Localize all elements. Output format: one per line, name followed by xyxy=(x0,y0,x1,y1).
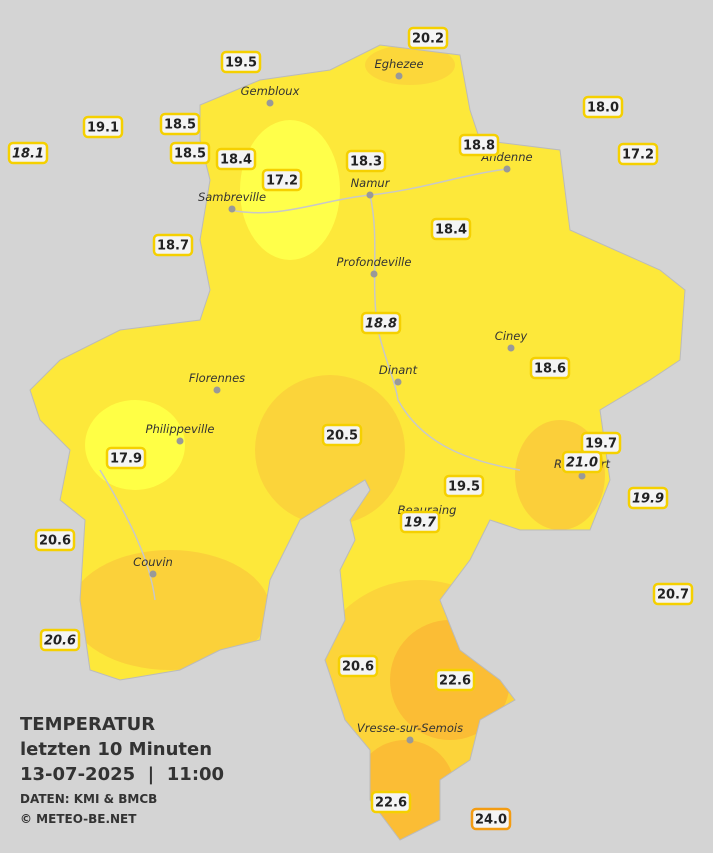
stations: 20.2 19.5 19.1 18.5 18.1 18.5 18.4 17.2 18.3 18.8… xyxy=(7,26,694,831)
station-box xyxy=(430,217,472,241)
station-value: 20.5 xyxy=(326,429,358,444)
station-box xyxy=(321,423,363,447)
city-dot xyxy=(503,165,511,173)
station-value: 18.0 xyxy=(587,101,619,116)
station-value: 24.0 xyxy=(475,813,507,828)
station-box xyxy=(152,233,194,257)
city-label: Dinant xyxy=(379,363,418,377)
city-dot xyxy=(507,344,515,352)
station-value: 17.9 xyxy=(110,452,142,467)
city-label: Philippeville xyxy=(146,422,215,436)
station-value: 19.5 xyxy=(225,56,257,71)
city-label: Vresse-sur-Semois xyxy=(357,721,463,735)
station-value: 21.0 xyxy=(566,456,598,471)
station-box xyxy=(370,790,412,814)
city-label: Ciney xyxy=(495,329,528,343)
station-value: 20.6 xyxy=(39,534,71,549)
station-box xyxy=(215,147,257,171)
station-value: 19.5 xyxy=(448,480,480,495)
station-box xyxy=(407,26,449,50)
station-value: 18.5 xyxy=(174,147,206,162)
station-box xyxy=(261,168,303,192)
station-value: 22.6 xyxy=(439,674,471,689)
station-box xyxy=(582,95,624,119)
station-box xyxy=(458,133,500,157)
station-box xyxy=(434,668,476,692)
station-value: 18.8 xyxy=(365,317,397,332)
city-dot xyxy=(395,72,403,80)
station-value: 18.1 xyxy=(12,147,44,162)
city-dot xyxy=(213,386,221,394)
city-dot xyxy=(176,437,184,445)
legend-datetime: 13-07-2025 | 11:00 xyxy=(20,764,224,785)
station-box xyxy=(529,356,571,380)
station-box xyxy=(39,628,81,652)
legend-period: letzten 10 Minuten xyxy=(20,739,212,760)
station-box xyxy=(337,654,379,678)
legend-source: DATEN: KMI & BMCB xyxy=(20,792,157,806)
city-label: Florennes xyxy=(189,371,245,385)
city-dot xyxy=(366,191,374,199)
city-label: Sambreville xyxy=(198,190,266,204)
station-value: 19.9 xyxy=(632,492,664,507)
city-dot xyxy=(578,472,586,480)
station-value: 18.4 xyxy=(435,223,467,238)
station-box xyxy=(345,149,387,173)
city-dot xyxy=(228,205,236,213)
city-dot xyxy=(406,736,414,744)
station-value: 20.6 xyxy=(342,660,374,675)
legend-copyright: © METEO-BE.NET xyxy=(20,812,137,826)
station-box xyxy=(105,446,147,470)
station-value: 20.2 xyxy=(412,32,444,47)
station-value: 19.7 xyxy=(404,516,437,531)
station-box xyxy=(652,582,694,606)
station-box xyxy=(220,50,262,74)
city-label: Gembloux xyxy=(241,84,300,98)
station-box xyxy=(360,311,402,335)
station-box xyxy=(7,141,49,165)
city-dot xyxy=(370,270,378,278)
station-value: 17.2 xyxy=(622,148,654,163)
station-value: 18.6 xyxy=(534,362,566,377)
city-dot xyxy=(394,378,402,386)
station-value: 18.7 xyxy=(157,239,189,254)
station-box xyxy=(443,474,485,498)
station-box xyxy=(82,115,124,139)
city-label: Couvin xyxy=(133,555,173,569)
station-value: 18.4 xyxy=(220,153,252,168)
station-box xyxy=(470,807,512,831)
city-dot xyxy=(266,99,274,107)
legend-title: TEMPERATUR xyxy=(20,714,155,735)
station-box xyxy=(561,450,603,474)
city-label: Eghezee xyxy=(374,57,423,71)
station-value: 19.1 xyxy=(87,121,119,136)
station-box xyxy=(399,510,441,534)
station-value: 17.2 xyxy=(266,174,298,189)
station-box xyxy=(169,141,211,165)
station-value: 20.6 xyxy=(44,634,76,649)
station-box xyxy=(617,142,659,166)
station-box xyxy=(34,528,76,552)
city-dot xyxy=(149,570,157,578)
city-label: Namur xyxy=(351,176,391,190)
station-value: 19.7 xyxy=(585,437,617,452)
station-value: 18.5 xyxy=(164,118,196,133)
station-value: 18.3 xyxy=(350,155,382,170)
station-value: 20.7 xyxy=(657,588,689,603)
station-value: 22.6 xyxy=(375,796,407,811)
station-box xyxy=(627,486,669,510)
station-value: 18.8 xyxy=(463,139,495,154)
station-box xyxy=(159,112,201,136)
city-label: Profondeville xyxy=(337,255,412,269)
